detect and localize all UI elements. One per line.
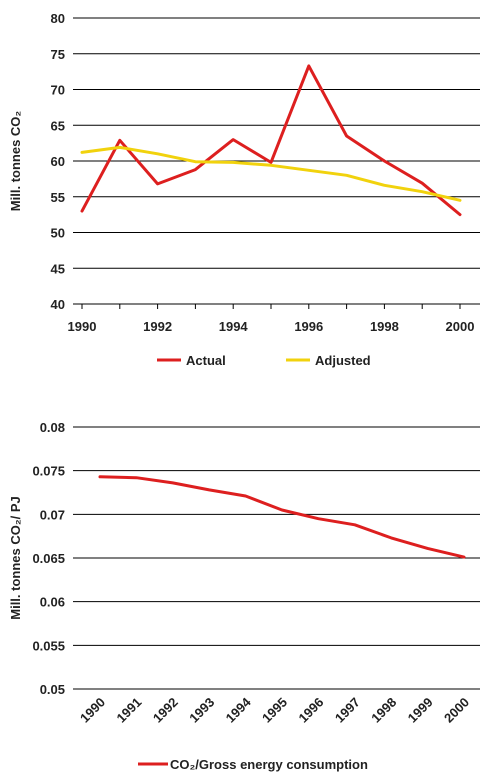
- x-tick-label: 1991: [113, 695, 144, 726]
- y-tick-label: 65: [51, 118, 65, 133]
- series-line-1: [98, 475, 466, 559]
- x-tick-label: 1996: [295, 695, 326, 726]
- series-line-1: [80, 64, 462, 217]
- x-tick-label: 2000: [446, 319, 475, 334]
- x-tick-label: 1998: [370, 319, 399, 334]
- y-tick-label: 0.08: [40, 420, 65, 435]
- y-tick-label: 80: [51, 11, 65, 26]
- legend-label: Actual: [186, 353, 226, 368]
- y-tick-label: 55: [51, 190, 65, 205]
- x-tick-label: 2000: [441, 695, 472, 726]
- y-tick-label: 0.065: [32, 551, 65, 566]
- y-tick-label: 60: [51, 154, 65, 169]
- x-tick-label: 1994: [223, 694, 255, 726]
- x-tick-label: 1990: [77, 695, 108, 726]
- series-line-2: [80, 145, 462, 202]
- legend-label: CO₂/Gross energy consumption: [170, 757, 368, 772]
- x-tick-label: 1990: [68, 319, 97, 334]
- x-tick-label: 1992: [143, 319, 172, 334]
- x-tick-label: 1997: [332, 695, 363, 726]
- y-tick-label: 40: [51, 297, 65, 312]
- x-tick-label: 1992: [150, 695, 181, 726]
- x-tick-label: 1994: [219, 319, 249, 334]
- y-tick-label: 75: [51, 47, 65, 62]
- y-axis-label: Mill. tonnes CO₂/ PJ: [8, 496, 23, 620]
- x-tick-label: 1996: [294, 319, 323, 334]
- y-tick-label: 0.05: [40, 682, 65, 697]
- x-tick-label: 1998: [368, 695, 399, 726]
- chart-1: 40 45 50 55 60 65 70 75 80 1990 1992 1994 1996 1998 20…: [8, 11, 480, 368]
- y-tick-label: 70: [51, 83, 65, 98]
- x-tick-label: 1999: [405, 695, 436, 726]
- y-tick-label: 0.055: [32, 638, 65, 653]
- x-tick-label: 1995: [259, 695, 290, 726]
- y-tick-label: 0.06: [40, 595, 65, 610]
- y-tick-label: 45: [51, 261, 65, 276]
- y-axis-label: Mill. tonnes CO₂: [8, 111, 23, 212]
- y-tick-label: 0.07: [40, 507, 65, 522]
- legend-label: Adjusted: [315, 353, 371, 368]
- y-tick-label: 0.075: [32, 464, 65, 479]
- x-tick-label: 1993: [186, 695, 217, 726]
- y-tick-label: 50: [51, 226, 65, 241]
